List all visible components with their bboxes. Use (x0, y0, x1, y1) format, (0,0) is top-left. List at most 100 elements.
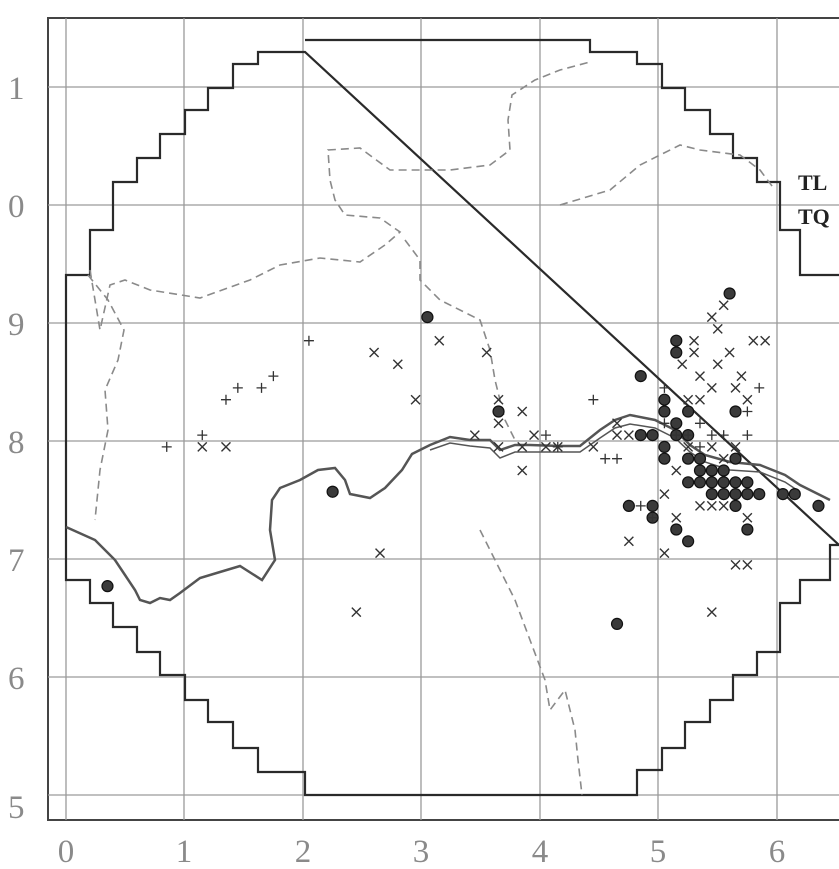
site-dot-marker (634, 429, 647, 442)
site-cross-marker (677, 359, 688, 370)
site-dot-marker (670, 334, 683, 347)
site-cross-marker (760, 335, 771, 346)
site-plus-marker (540, 430, 551, 441)
site-dot-marker (693, 464, 707, 477)
site-dot-marker (682, 535, 695, 548)
site-dot-marker (729, 405, 742, 418)
y-tick-label: 5 (8, 790, 25, 826)
site-cross-marker (706, 500, 717, 511)
site-cross-marker (706, 382, 717, 393)
county-boundary-north (89, 61, 591, 331)
site-plus-marker (694, 418, 705, 429)
site-plus-marker (742, 430, 753, 441)
site-dot-marker (705, 476, 718, 489)
site-plus-marker (635, 500, 646, 511)
site-cross-marker (712, 359, 723, 370)
site-cross-marker (706, 607, 717, 618)
site-plus-marker (588, 394, 599, 405)
site-cross-marker (392, 359, 403, 370)
site-cross-marker (612, 430, 623, 441)
site-cross-marker (517, 406, 528, 417)
county-boundary-central (404, 239, 516, 441)
site-dot-marker (670, 417, 683, 430)
site-dot-marker (723, 287, 736, 300)
site-dot-marker (646, 429, 659, 442)
site-dot-marker (741, 523, 754, 536)
site-cross-marker (529, 430, 540, 441)
site-dot-marker (693, 476, 707, 489)
site-cross-marker (718, 500, 729, 511)
x-tick-label: 5 (650, 834, 667, 869)
x-tick-label: 4 (532, 834, 549, 869)
site-dot-marker (788, 488, 801, 501)
site-dot-marker (682, 405, 695, 418)
y-tick-label: 1 (8, 71, 25, 107)
site-cross-marker (683, 441, 694, 452)
site-plus-marker (671, 430, 682, 441)
y-tick-label: 9 (8, 307, 25, 343)
site-cross-marker (724, 347, 735, 358)
site-dot-marker (492, 405, 505, 418)
site-dot-marker (646, 499, 659, 512)
site-dot-marker (658, 440, 671, 453)
site-cross-marker (671, 465, 682, 476)
x-tick-label: 6 (769, 834, 786, 869)
site-plus-marker (600, 453, 611, 464)
study-area-boundary (64, 38, 839, 797)
x-axis-labels: 0 1 2 3 4 5 6 (58, 834, 786, 869)
y-tick-label: 0 (8, 189, 25, 225)
site-cross-marker (659, 548, 670, 559)
site-cross-marker (730, 559, 741, 570)
site-cross-marker (718, 300, 729, 311)
site-cross-marker (659, 489, 670, 500)
site-cross-marker (469, 430, 480, 441)
site-dot-marker (326, 485, 339, 498)
site-cross-marker (689, 347, 700, 358)
site-plus-marker (232, 382, 243, 393)
site-cross-marker (671, 512, 682, 523)
site-dot-marker (729, 488, 742, 501)
site-cross-marker (481, 347, 492, 358)
site-cross-marker (706, 441, 717, 452)
site-dot-marker (753, 488, 766, 501)
site-cross-marker (748, 335, 759, 346)
site-cross-marker (623, 536, 634, 547)
site-cross-marker (220, 441, 231, 452)
site-dot-marker (729, 499, 742, 512)
site-cross-marker (742, 512, 753, 523)
site-dot-marker (658, 452, 671, 465)
site-cross-marker (694, 371, 705, 382)
site-cross-marker (623, 430, 634, 441)
site-cross-marker (736, 371, 747, 382)
county-boundary-ne (559, 144, 776, 206)
site-cross-marker (612, 418, 623, 429)
site-plus-marker (268, 371, 279, 382)
site-plus-marker (161, 441, 172, 452)
site-cross-marker (706, 312, 717, 323)
y-axis-labels: 1 0 9 8 7 6 5 (8, 71, 25, 826)
site-cross-marker (588, 441, 599, 452)
site-dot-marker (717, 476, 730, 489)
site-cross-marker (742, 559, 753, 570)
site-plus-marker (754, 382, 765, 393)
site-plus-marker (742, 406, 753, 417)
site-cross-marker (683, 394, 694, 405)
site-plus-marker (718, 430, 729, 441)
site-cross-marker (434, 335, 445, 346)
site-dot-marker (682, 476, 695, 489)
site-cross-marker (493, 441, 504, 452)
site-cross-marker (540, 441, 551, 452)
site-plus-marker (659, 382, 670, 393)
y-tick-label: 7 (8, 543, 25, 579)
dashed-boundaries (87, 61, 776, 796)
site-dot-marker (634, 370, 647, 383)
sheet-label-north: TL (798, 170, 827, 195)
site-dot-marker (705, 464, 718, 477)
sheet-label-south: TQ (798, 204, 830, 229)
site-cross-marker (730, 382, 741, 393)
site-dot-marker (812, 499, 825, 512)
site-cross-marker (517, 465, 528, 476)
site-plus-marker (220, 394, 231, 405)
site-cross-marker (712, 323, 723, 334)
site-cross-marker (730, 441, 741, 452)
